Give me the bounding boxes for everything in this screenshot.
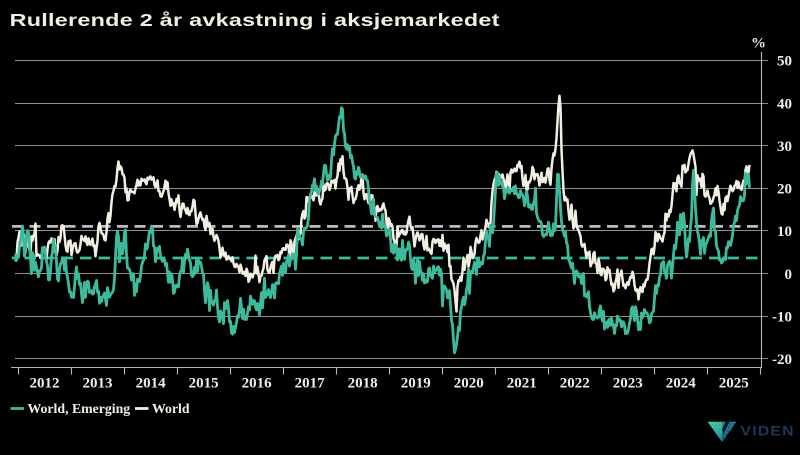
svg-text:2013: 2013 [83, 376, 113, 392]
svg-text:0: 0 [785, 267, 793, 283]
svg-text:10: 10 [777, 224, 792, 240]
svg-text:World: World [152, 401, 190, 416]
svg-text:30: 30 [777, 139, 792, 155]
svg-text:2020: 2020 [454, 376, 484, 392]
svg-text:2024: 2024 [666, 376, 697, 392]
svg-text:2016: 2016 [242, 376, 273, 392]
svg-text:2022: 2022 [560, 376, 590, 392]
svg-text:2012: 2012 [30, 376, 60, 392]
svg-text:40: 40 [777, 96, 792, 112]
svg-text:2018: 2018 [348, 376, 378, 392]
svg-text:-20: -20 [772, 352, 792, 368]
svg-text:VIDEN: VIDEN [741, 424, 795, 439]
svg-text:World, Emerging: World, Emerging [28, 401, 131, 416]
svg-text:2025: 2025 [719, 376, 749, 392]
svg-text:2014: 2014 [136, 376, 167, 392]
svg-text:2015: 2015 [189, 376, 219, 392]
svg-text:50: 50 [777, 54, 792, 70]
svg-text:2017: 2017 [295, 376, 326, 392]
svg-text:%: % [751, 36, 766, 52]
svg-text:2023: 2023 [613, 376, 643, 392]
svg-text:2021: 2021 [507, 376, 537, 392]
svg-text:20: 20 [777, 182, 792, 198]
svg-text:Rullerende 2 år avkastning i a: Rullerende 2 år avkastning i aksjemarked… [10, 11, 500, 30]
svg-text:2019: 2019 [401, 376, 431, 392]
svg-text:-10: -10 [772, 309, 792, 325]
